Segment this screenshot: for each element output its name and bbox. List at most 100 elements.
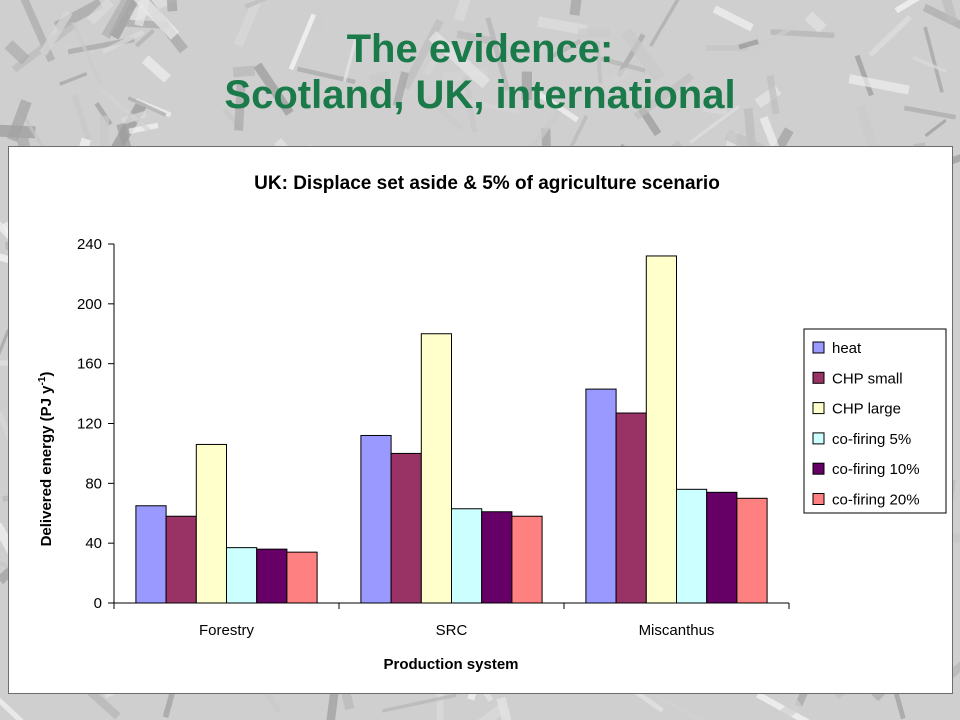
y-tick-label: 160 <box>77 356 102 373</box>
y-axis-title-superscript: -1 <box>37 376 48 385</box>
bar <box>195 443 228 604</box>
wood-chip-texture <box>141 55 171 83</box>
chart-title: UK: Displace set aside & 5% of agricultu… <box>254 173 720 194</box>
wood-chip-texture <box>894 0 930 14</box>
wood-chip-texture <box>595 41 603 84</box>
wood-chip-texture <box>738 39 759 50</box>
y-tick-label: 120 <box>77 416 102 433</box>
bar <box>286 551 318 604</box>
wood-chip-texture <box>86 0 114 25</box>
wood-chip-texture <box>59 72 88 86</box>
wood-chip-texture <box>702 105 728 116</box>
wood-chip-texture <box>125 0 180 40</box>
bar <box>615 412 647 604</box>
wood-chip-texture <box>485 17 510 91</box>
wood-chip-texture <box>72 94 92 141</box>
wood-chip-texture <box>453 0 473 22</box>
wood-chip-texture <box>127 96 167 117</box>
bar <box>360 434 392 604</box>
x-axis-title: Production system <box>383 656 518 673</box>
wood-chip-texture <box>101 0 143 39</box>
bar <box>481 511 513 604</box>
wood-chip-texture <box>577 28 611 38</box>
wood-chip-texture <box>780 698 804 720</box>
wood-chip-texture <box>712 5 754 32</box>
wood-chip-texture <box>101 29 145 55</box>
wood-chip-texture <box>766 75 780 115</box>
wood-chip-texture <box>705 45 748 51</box>
x-category-label: Forestry <box>199 622 255 639</box>
wood-chip-texture <box>659 697 706 720</box>
y-tick-label: 240 <box>77 236 102 253</box>
wood-chip-texture <box>6 99 32 142</box>
wood-chip-texture <box>232 65 256 78</box>
bar <box>736 497 768 604</box>
wood-chip-texture <box>689 104 741 144</box>
wood-chip-texture <box>470 703 507 720</box>
bar <box>390 452 422 604</box>
legend-swatch <box>812 432 825 445</box>
legend-label: CHP large <box>832 401 901 418</box>
bar <box>165 515 197 604</box>
wood-chip-texture <box>804 11 827 34</box>
wood-chip-texture <box>903 105 957 120</box>
bar <box>256 548 288 604</box>
wood-chip-texture <box>39 9 73 56</box>
wood-chip-texture <box>134 28 155 48</box>
wood-chip-texture <box>99 88 151 133</box>
wood-chip-texture <box>368 70 391 87</box>
wood-chip-texture <box>549 38 582 60</box>
wood-chip-texture <box>423 54 441 76</box>
legend-label: heat <box>832 340 862 357</box>
legend-swatch <box>812 493 825 505</box>
legend-label: co-firing 5% <box>832 431 911 448</box>
legend-swatch <box>812 371 825 384</box>
y-tick-label: 40 <box>85 535 102 552</box>
wood-chip-texture <box>234 83 246 131</box>
y-tick-label: 0 <box>94 595 102 612</box>
legend-box <box>803 328 947 514</box>
legend-swatch <box>812 341 825 354</box>
wood-chip-texture <box>633 72 694 120</box>
bar <box>135 505 167 604</box>
chart-panel: UK: Displace set aside & 5% of agricultu… <box>8 146 953 694</box>
wood-chip-texture <box>649 0 688 48</box>
wood-chip-texture <box>392 71 409 107</box>
wood-chip-texture <box>342 39 357 83</box>
wood-chip-texture <box>233 0 270 47</box>
bar <box>451 508 483 604</box>
wood-chip-texture <box>288 13 317 71</box>
wood-chip-texture <box>425 94 464 132</box>
legend-label: co-firing 10% <box>832 461 920 478</box>
y-axis-title: Delivered energy (PJ y-1) <box>37 372 55 547</box>
wood-chip-texture <box>166 0 178 12</box>
bar <box>420 333 452 604</box>
bar-chart: UK: Displace set aside & 5% of agricultu… <box>37 173 947 673</box>
x-category-label: SRC <box>436 622 468 639</box>
wood-chip-texture <box>848 74 910 95</box>
wood-chip-texture <box>4 40 30 65</box>
wood-chip-texture <box>868 14 912 58</box>
legend-label: co-firing 20% <box>832 492 920 509</box>
wood-chip-texture <box>939 0 958 24</box>
y-axis-title-main: Delivered energy (PJ y <box>38 385 55 547</box>
wood-chip-texture <box>456 30 493 45</box>
bar <box>226 547 258 604</box>
wood-chip-texture <box>296 66 356 85</box>
wood-chip-texture <box>244 0 273 9</box>
bar <box>676 488 708 604</box>
wood-chip-texture <box>311 8 324 32</box>
y-tick-label: 200 <box>77 296 102 313</box>
bar <box>585 388 617 604</box>
wood-chip-texture <box>536 91 580 123</box>
legend-label: CHP small <box>832 370 903 387</box>
wood-chip-texture <box>109 0 148 40</box>
wood-chip-texture <box>602 67 630 88</box>
wood-chip-texture <box>71 21 103 86</box>
legend-swatch <box>812 462 825 475</box>
y-tick-label: 80 <box>85 475 102 492</box>
slide-title: The evidence: Scotland, UK, internationa… <box>0 26 960 118</box>
wood-chip-texture <box>134 0 154 27</box>
bar <box>706 491 738 604</box>
slide-title-line-2: Scotland, UK, international <box>224 73 736 117</box>
